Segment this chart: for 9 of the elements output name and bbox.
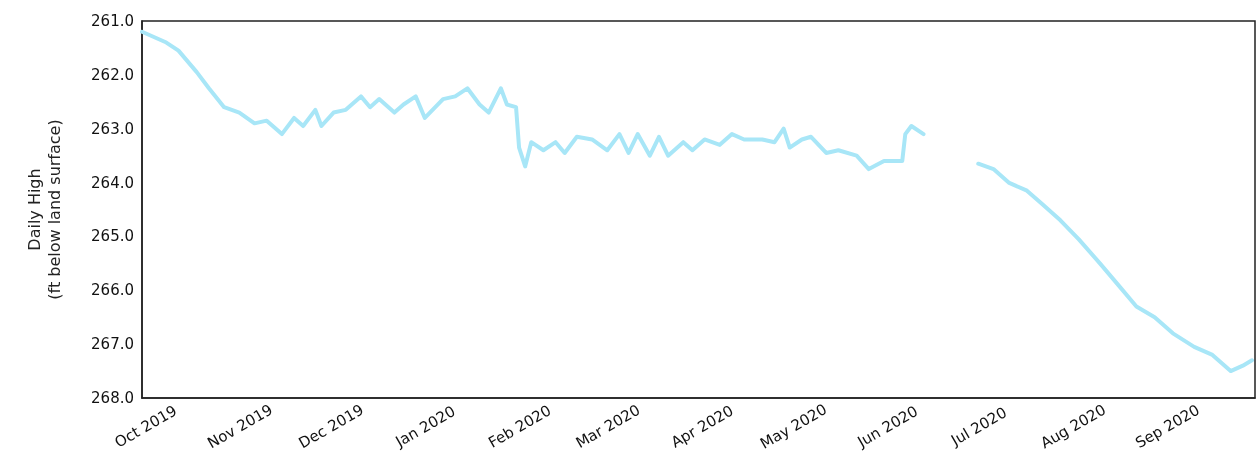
y-tick-label: 267.0 (91, 335, 134, 354)
y-axis-title: Daily High (ft below land surface) (24, 119, 64, 300)
y-tick-label: 262.0 (91, 65, 134, 84)
y-tick-label: 264.0 (91, 173, 134, 192)
y-tick-label: 266.0 (91, 281, 134, 300)
y-tick-label: 263.0 (91, 119, 134, 138)
y-tick-label: 265.0 (91, 227, 134, 246)
y-tick-label: 261.0 (91, 12, 134, 30)
y-tick-label: 268.0 (91, 389, 134, 407)
